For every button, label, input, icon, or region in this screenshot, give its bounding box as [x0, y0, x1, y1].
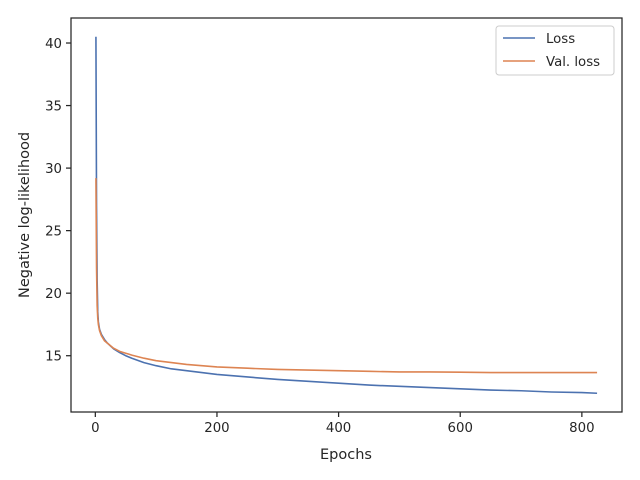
x-tick-label: 800: [569, 421, 594, 436]
y-tick-label: 40: [45, 37, 62, 52]
legend-label-val-loss: Val. loss: [546, 55, 600, 70]
series-layer: [95, 36, 598, 395]
legend: Loss Val. loss: [495, 25, 615, 76]
x-tick-label: 200: [204, 421, 229, 436]
legend-label-loss: Loss: [546, 32, 575, 47]
x-tick-label: 0: [91, 421, 99, 436]
y-axis: 15 20 25 30 35 40: [45, 37, 71, 365]
x-tick-label: 400: [326, 421, 351, 436]
plot-frame: [70, 17, 623, 413]
series-line-1: [95, 178, 598, 374]
x-tick-label: 600: [448, 421, 473, 436]
x-axis: 0 200 400 600 800: [91, 412, 595, 436]
y-tick-label: 35: [45, 100, 62, 115]
x-axis-label: Epochs: [320, 447, 372, 463]
y-tick-label: 30: [45, 162, 62, 177]
y-tick-label: 25: [45, 225, 62, 240]
y-axis-label: Negative log-likelihood: [17, 132, 33, 298]
y-tick-label: 15: [45, 350, 62, 365]
y-tick-label: 20: [45, 287, 62, 302]
